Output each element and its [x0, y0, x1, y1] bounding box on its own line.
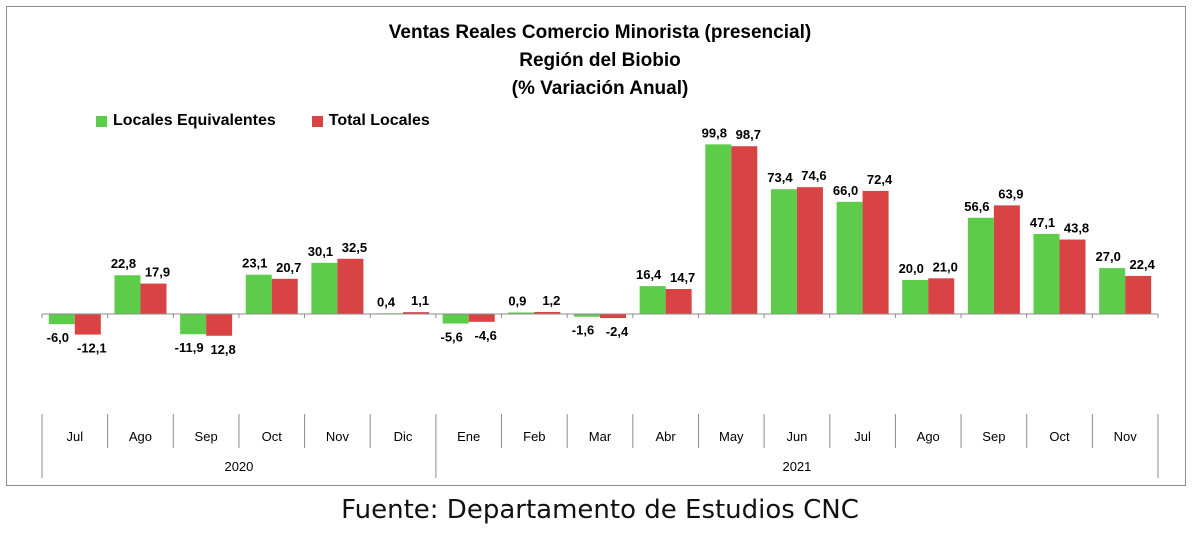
year-label: 2020 — [224, 459, 253, 474]
data-label: 74,6 — [801, 168, 826, 183]
bar-total-locales — [140, 283, 167, 314]
bar-total-locales — [468, 314, 495, 322]
data-label: 63,9 — [998, 186, 1023, 201]
data-label: 20,7 — [276, 260, 301, 275]
x-tick-label: Jun — [786, 429, 807, 444]
x-tick-label: Oct — [1049, 429, 1070, 444]
bar-total-locales — [206, 314, 233, 336]
data-label: 0,4 — [377, 294, 396, 309]
bar-locales-equivalentes — [311, 262, 338, 314]
data-label: -11,9 — [175, 340, 204, 355]
x-tick-label: Abr — [656, 429, 677, 444]
x-tick-label: May — [719, 429, 744, 444]
data-label: 23,1 — [242, 256, 267, 271]
bar-locales-equivalentes — [967, 217, 994, 314]
x-tick-label: Nov — [1114, 429, 1138, 444]
data-label: 98,7 — [736, 127, 761, 142]
data-label: 72,4 — [867, 172, 893, 187]
data-label: 20,0 — [899, 261, 924, 276]
data-label: 16,4 — [636, 267, 662, 282]
x-tick-label: Jul — [854, 429, 871, 444]
bar-locales-equivalentes — [770, 189, 797, 314]
data-label: -5,6 — [441, 330, 463, 345]
x-tick-label: Dic — [394, 429, 413, 444]
bar-locales-equivalentes — [1033, 233, 1060, 314]
data-label: 66,0 — [833, 183, 858, 198]
data-label: 99,8 — [702, 125, 727, 140]
bar-total-locales — [665, 289, 692, 314]
chart-title: Ventas Reales Comercio Minorista (presen… — [388, 22, 812, 43]
year-label: 2021 — [782, 459, 811, 474]
data-label: 1,1 — [411, 293, 429, 308]
data-label: -2,4 — [606, 324, 629, 339]
legend-item-locales-equivalentes: Locales Equivalentes — [96, 112, 276, 130]
x-tick-label: Sep — [982, 429, 1005, 444]
data-label: 0,9 — [508, 293, 526, 308]
bar-total-locales — [731, 146, 758, 314]
x-tick-label: Ago — [129, 429, 152, 444]
bar-total-locales — [928, 278, 955, 314]
bar-locales-equivalentes — [902, 280, 929, 314]
bar-locales-equivalentes — [639, 286, 666, 314]
x-tick-label: Nov — [326, 429, 350, 444]
bar-total-locales — [534, 311, 561, 314]
bar-locales-equivalentes — [48, 314, 75, 325]
data-label: 12,8 — [210, 342, 235, 357]
bar-total-locales — [600, 314, 626, 319]
data-label: 14,7 — [670, 270, 695, 285]
bar-locales-equivalentes — [442, 314, 469, 324]
data-label: 1,2 — [542, 293, 560, 308]
chart-legend: Locales Equivalentes Total Locales — [96, 112, 430, 130]
chart-subtitle: Región del Biobio — [519, 50, 681, 71]
x-tick-label: Sep — [195, 429, 218, 444]
bar-total-locales — [796, 187, 823, 314]
data-label: -6,0 — [47, 330, 69, 345]
legend-swatch — [96, 115, 107, 127]
data-label: 27,0 — [1096, 249, 1121, 264]
chart-frame — [6, 6, 1186, 486]
bar-locales-equivalentes — [574, 314, 600, 317]
bar-locales-equivalentes — [180, 314, 207, 335]
source-note: Fuente: Departamento de Estudios CNC — [341, 495, 859, 525]
legend-item-total-locales: Total Locales — [311, 112, 430, 130]
bar-locales-equivalentes — [836, 201, 863, 314]
data-label: -12,1 — [77, 341, 107, 356]
bar-locales-equivalentes — [245, 274, 272, 314]
data-label: 22,8 — [111, 256, 136, 271]
chart-subtitle-units: (% Variación Anual) — [511, 78, 689, 99]
bar-locales-equivalentes — [705, 144, 732, 314]
bar-total-locales — [862, 190, 889, 314]
bar-locales-equivalentes — [114, 275, 141, 314]
bar-total-locales — [403, 312, 430, 314]
data-label: 32,5 — [342, 240, 367, 255]
data-label: 47,1 — [1030, 215, 1055, 230]
bar-total-locales — [1059, 239, 1086, 314]
x-tick-label: Oct — [262, 429, 283, 444]
data-label: 30,1 — [308, 244, 333, 259]
data-label: 22,4 — [1130, 257, 1156, 272]
legend-label: Total Locales — [328, 112, 430, 129]
bar-locales-equivalentes — [508, 312, 535, 314]
data-label: 73,4 — [767, 170, 793, 185]
data-label: 56,6 — [964, 199, 989, 214]
data-label: 21,0 — [933, 259, 958, 274]
x-tick-label: Jul — [67, 429, 84, 444]
bar-total-locales — [337, 258, 364, 314]
bar-total-locales — [993, 205, 1020, 314]
bar-locales-equivalentes — [1099, 268, 1126, 314]
x-tick-label: Feb — [523, 429, 545, 444]
data-label: -1,6 — [572, 323, 594, 338]
bar-total-locales — [74, 314, 101, 335]
bar-total-locales — [271, 278, 298, 314]
bar-total-locales — [1125, 275, 1152, 314]
data-label: -4,6 — [475, 328, 497, 343]
data-label: 17,9 — [145, 265, 170, 280]
x-tick-label: Mar — [589, 429, 612, 444]
x-tick-label: Ago — [917, 429, 940, 444]
data-label: 43,8 — [1064, 221, 1089, 236]
legend-swatch — [311, 115, 323, 127]
legend-label: Locales Equivalentes — [113, 112, 276, 129]
x-tick-label: Ene — [457, 429, 480, 444]
